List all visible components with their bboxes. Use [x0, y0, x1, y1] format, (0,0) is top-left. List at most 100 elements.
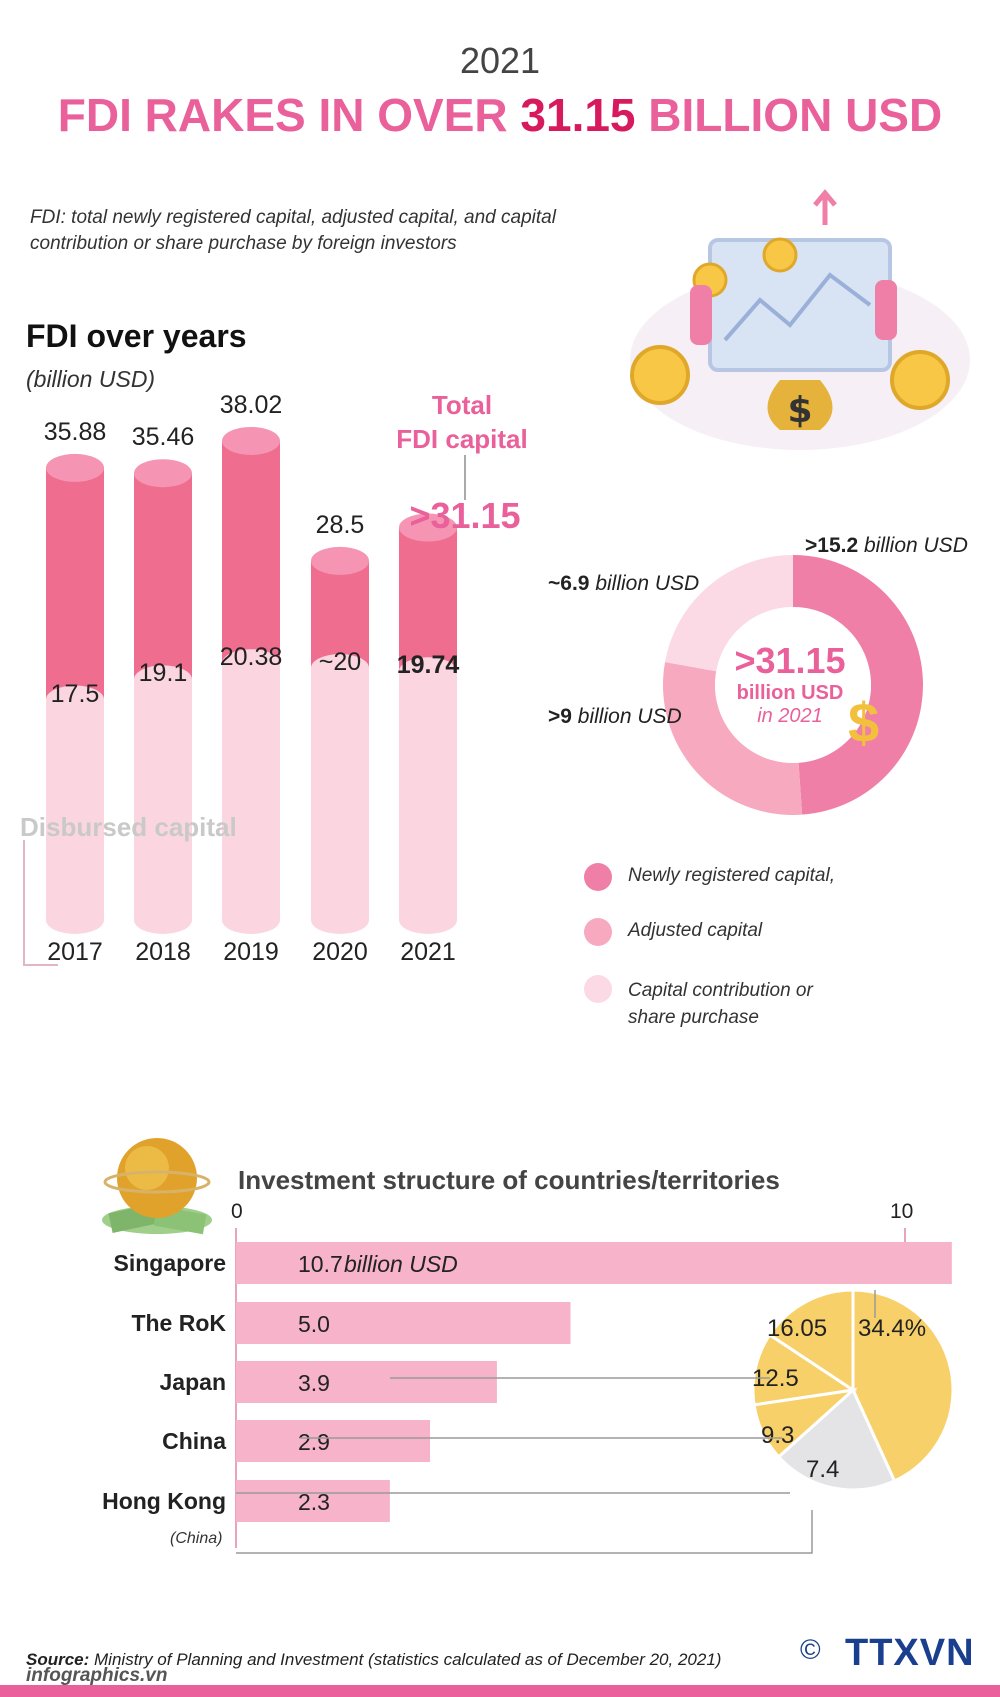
legend-dot-contribution — [584, 975, 612, 1003]
hbar-unit: billion USD — [344, 1251, 458, 1277]
axis-tick-0: 0 — [231, 1200, 243, 1223]
donut-label-contribution: ~6.9 billion USD — [548, 572, 699, 596]
brand-link[interactable]: infographics.vn — [26, 1665, 168, 1686]
source-note: Source: Ministry of Planning and Investm… — [26, 1650, 721, 1670]
bar-year-2019: 2019 — [223, 938, 279, 966]
donut-label-contribution-unit: billion USD — [595, 572, 700, 595]
globe-money-icon — [102, 1138, 212, 1235]
title-part2: BILLION USD — [635, 89, 943, 141]
bar-total-2018 — [134, 473, 192, 680]
bar-total-top-2018 — [134, 459, 192, 488]
total-label-line2: FDI capital — [396, 424, 528, 454]
donut-slice-0 — [793, 555, 923, 815]
hbar-1 — [236, 1302, 571, 1344]
bar-disbursed-top-2019 — [222, 649, 280, 678]
bar-total-2019 — [222, 440, 280, 664]
donut-hole — [715, 607, 871, 763]
hbar-0 — [236, 1242, 952, 1284]
disbursed-capital-label: Disbursed capital — [20, 812, 237, 842]
bar-total-top-2019 — [222, 426, 280, 455]
investor-illustration-icon: $ — [630, 189, 970, 450]
pie-label-3: 9.3 — [761, 1422, 795, 1449]
header-year: 2021 — [459, 40, 541, 81]
fdi-definition: FDI: total newly registered capital, adj… — [30, 207, 556, 254]
total-label-leader — [464, 455, 466, 500]
country-label-0: Singapore — [113, 1250, 226, 1276]
country-label-4: Hong Kong — [102, 1488, 226, 1514]
bar-disbursed-2019 — [222, 663, 280, 920]
bar-disbursed-label-2017: 17.5 — [50, 679, 100, 708]
donut-label-new-unit: billion USD — [863, 534, 968, 557]
fdi-cylinder-chart — [23, 426, 457, 966]
legend-item-new: Newly registered capital, — [584, 863, 835, 891]
fdi-donut-chart — [663, 555, 923, 815]
bar-total-label-2018: 35.46 — [131, 423, 195, 452]
bar-disbursed-2018 — [134, 679, 192, 920]
disbursed-leader — [23, 840, 58, 966]
donut-label-new-value: >15.2 — [805, 534, 859, 557]
page-title: FDI RAKES IN OVER 31.15 BILLION USD — [0, 88, 1000, 142]
donut-center-unit: billion USD — [736, 682, 844, 704]
agency-logo: TTXVN — [845, 1632, 975, 1674]
donut-center-value: >31.15 — [734, 640, 846, 681]
bar-disbursed-top-2018 — [134, 665, 192, 694]
dollar-icon: $ — [848, 691, 880, 754]
bar-total-top-2020 — [311, 546, 369, 575]
investment-pie-chart — [751, 1288, 955, 1492]
bar-year-2021: 2021 — [400, 938, 456, 966]
investment-chart-title: Investment structure of countries/territ… — [238, 1165, 780, 1195]
pie-slice-2 — [767, 1288, 855, 1393]
donut-slice-1 — [663, 662, 803, 815]
legend-label-new: Newly registered capital, — [628, 865, 835, 886]
bar-year-2020: 2020 — [312, 938, 368, 966]
hbar-value-2: 3.9 — [298, 1370, 330, 1396]
pie-label-4: 7.4 — [806, 1456, 840, 1483]
pie-slice-0 — [851, 1288, 955, 1483]
donut-label-new: >15.2 billion USD — [805, 534, 968, 558]
bar-disbursed-top-2017 — [46, 685, 104, 714]
hbar-value-0: 10.7 — [298, 1251, 343, 1277]
footer-bar — [0, 1685, 1000, 1697]
donut-slice-2 — [665, 555, 793, 672]
hbar-value-1: 5.0 — [298, 1311, 330, 1337]
donut-center-sub: in 2021 — [757, 705, 823, 727]
donut-label-adjusted-unit: billion USD — [577, 705, 682, 728]
legend-label-contribution-1: Capital contribution or — [628, 980, 813, 1001]
bar-chart-title: FDI over years — [26, 318, 247, 354]
legend-label-adjusted: Adjusted capital — [628, 920, 763, 941]
bar-disbursed-label-2018: 19.1 — [138, 659, 188, 688]
bar-total-label-2019: 38.02 — [219, 390, 283, 419]
title-highlight: 31.15 — [520, 89, 636, 141]
bar-total-2020 — [311, 560, 369, 668]
donut-label-adjusted-value: >9 — [548, 705, 572, 728]
legend-label-contribution-2: share purchase — [628, 1007, 759, 1028]
legend-item-contribution: Capital contribution or share purchase — [584, 975, 813, 1031]
axis-tick-10: 10 — [890, 1200, 914, 1223]
bar-year-2017: 2017 — [47, 938, 103, 966]
bar-disbursed-label-2019: 20.38 — [219, 643, 283, 672]
country-label-2: Japan — [159, 1369, 226, 1395]
pie-slice-1 — [776, 1387, 897, 1492]
bar-disbursed-top-2020 — [311, 654, 369, 682]
bar-disbursed-2017 — [46, 699, 104, 920]
source-text: Ministry of Planning and Investment (sta… — [89, 1650, 722, 1669]
bar-total-2017 — [46, 467, 104, 700]
donut-label-adjusted: >9 billion USD — [548, 705, 682, 729]
bar-total-label-2017: 35.88 — [43, 417, 107, 446]
country-label-3: China — [162, 1428, 226, 1454]
pie-label-0: 34.4% — [858, 1315, 927, 1342]
hbar-value-3: 2.9 — [298, 1429, 330, 1455]
title-part1: FDI RAKES IN OVER — [57, 89, 521, 141]
hbar-4 — [236, 1480, 390, 1522]
bar-chart-unit: (billion USD) — [26, 366, 156, 392]
bar-total-top-2017 — [46, 453, 104, 482]
legend-item-adjusted: Adjusted capital — [584, 918, 763, 946]
bar-year-2018: 2018 — [135, 938, 191, 966]
bar-disbursed-2020 — [311, 668, 369, 920]
donut-label-contribution-value: ~6.9 — [548, 572, 590, 595]
pie-label-1: 16.05 — [767, 1315, 828, 1342]
country-label-1: The RoK — [131, 1310, 226, 1336]
bar-total-label-2020: 28.5 — [315, 510, 365, 539]
bar-disbursed-label-2021: 19.74 — [396, 651, 460, 680]
